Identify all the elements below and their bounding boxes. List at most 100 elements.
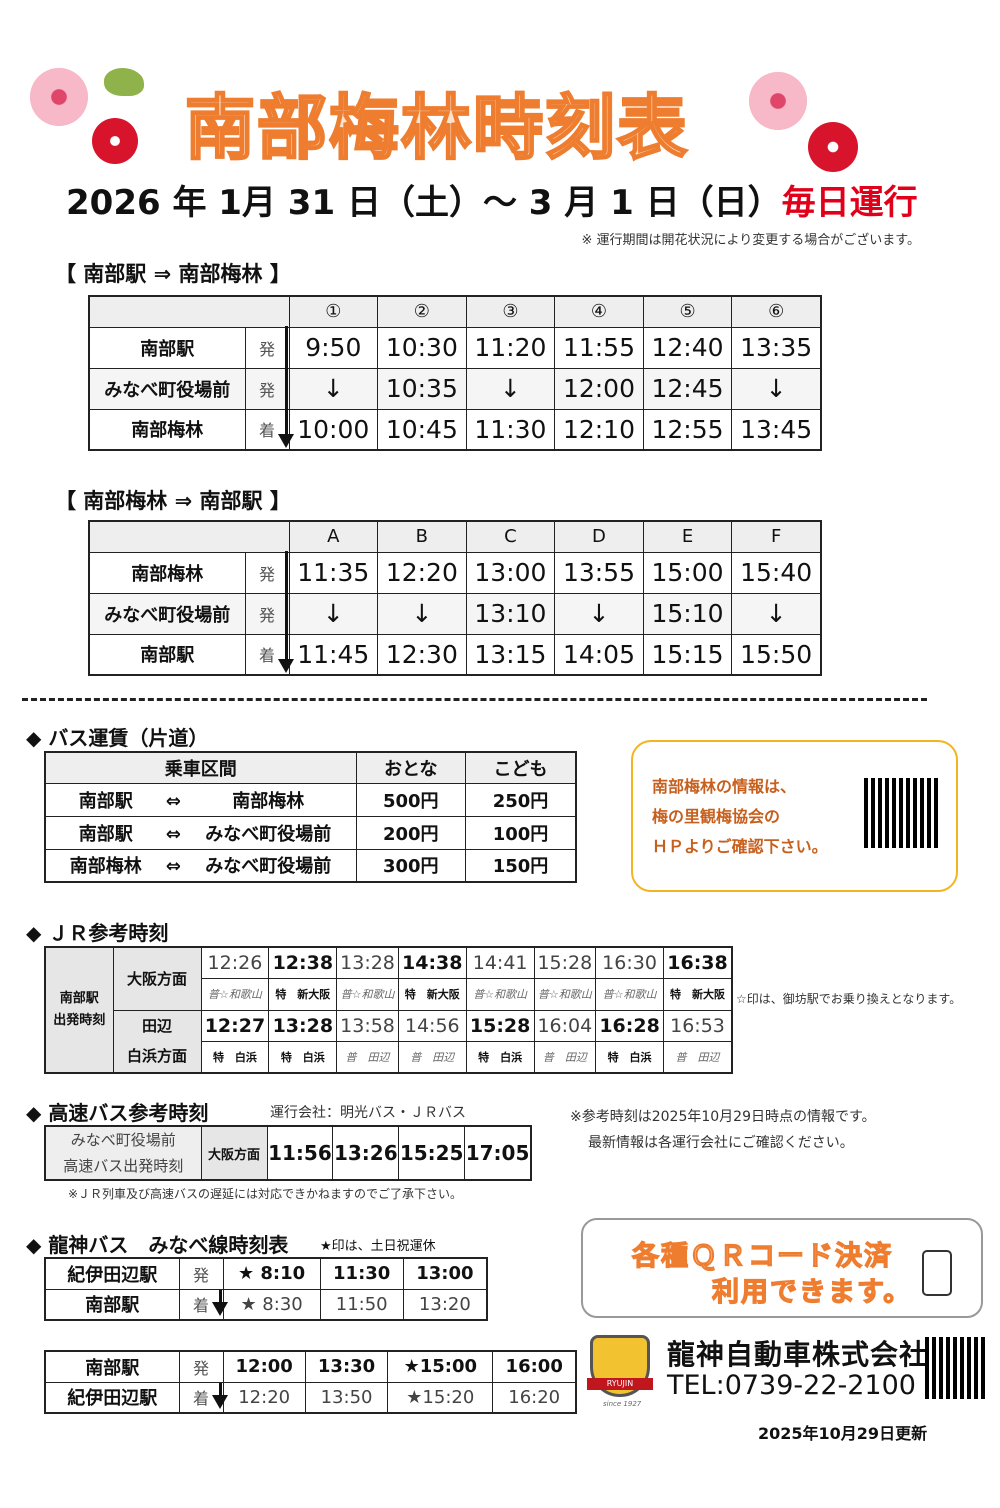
stop-name: 南部駅: [44, 1350, 180, 1383]
table-row: 特 白浜特 白浜普 田辺普 田辺特 白浜普 田辺特 白浜普 田辺: [45, 1040, 733, 1074]
qr-code-icon[interactable]: [864, 778, 938, 848]
bus-time: 13:00: [402, 1257, 488, 1290]
time-cell: 11:55: [554, 326, 644, 369]
time-cell: 12:30: [377, 633, 467, 676]
table-row: 南部駅 出発時刻 大阪方面 12:26 12:38 13:28 14:38 14:41 15:…: [44, 946, 733, 1074]
time-cell: 12:00: [554, 367, 644, 410]
table-row: 南部梅林発 11:35 12:20 13:00 13:55 15:00 15:40: [88, 551, 822, 594]
qr-code-icon[interactable]: [925, 1337, 987, 1399]
company-tel[interactable]: TEL:0739-22-2100: [667, 1370, 916, 1401]
table-row: 南部駅発 9:50 10:30 11:20 11:55 12:40 13:35: [88, 326, 822, 369]
adult-fare: 300円: [355, 848, 467, 883]
ryujin-timetable-to-tanabe: 南部駅発 12:00 13:30 ★15:00 16:00 紀伊田辺駅着 12:20 13:5…: [44, 1350, 577, 1414]
bus-time: 11:56: [266, 1125, 334, 1181]
time-cell: 11:45: [288, 633, 379, 676]
inbound-heading: 【 南部梅林 ⇒ 南部駅 】: [55, 489, 291, 513]
table-row: 南部駅着 ★ 8:30 11:50 13:20: [44, 1288, 488, 1321]
bus-time: 12:00: [222, 1350, 306, 1383]
header-section: 乗車区間: [44, 751, 357, 784]
time-cell: 12:55: [642, 408, 733, 451]
company-name: 龍神自動車株式会社: [667, 1338, 929, 1371]
info-box: [631, 740, 958, 892]
time-cell: 12:20: [377, 551, 467, 594]
plum-flower-icon: [30, 68, 88, 126]
time-cell: 12:40: [642, 326, 733, 369]
section-from: 南部梅林: [69, 856, 142, 878]
time-cell: 10:45: [377, 408, 467, 451]
time-cell: 13:45: [731, 408, 822, 451]
fare-section: 南部駅 ⇔ 南部梅林: [44, 782, 357, 817]
train-type: 普 田辺: [336, 1040, 399, 1074]
time-cell: ↓: [288, 367, 379, 410]
express-heading: ◆ 高速バス参考時刻: [26, 1101, 209, 1125]
train-time: 14:41: [465, 946, 535, 979]
train-type: 普☆和歌山: [200, 977, 270, 1011]
train-type: 普 田辺: [533, 1040, 597, 1074]
train-type: 普☆和歌山: [465, 977, 535, 1011]
train-time: 16:38: [663, 946, 733, 979]
table-row: 南部梅林 ⇔ みなべ町役場前 300円 150円: [44, 848, 577, 883]
fare-heading: ◆ バス運賃（片道）: [26, 726, 209, 750]
bus-time: 13:26: [332, 1125, 400, 1181]
train-type: 特 白浜: [200, 1040, 270, 1074]
info-line: 南部梅林の情報は、: [652, 777, 797, 796]
child-fare: 250円: [465, 782, 577, 817]
smartphone-qr-icon: [922, 1250, 952, 1296]
time-cell: 10:30: [377, 326, 467, 369]
time-cell: 12:10: [554, 408, 644, 451]
column-header: ④: [554, 295, 644, 328]
time-cell: 13:55: [554, 551, 644, 594]
time-cell: 11:30: [465, 408, 556, 451]
bus-time: 15:25: [398, 1125, 466, 1181]
train-time: 16:28: [595, 1009, 664, 1042]
train-time: 12:38: [268, 946, 338, 979]
bus-time: ★ 8:10: [222, 1257, 321, 1290]
period-note: ※ 運行期間は開花状況により変更する場合がございます。: [581, 233, 920, 248]
updated-date: 2025年10月29日更新: [758, 1424, 928, 1443]
train-time: 13:28: [268, 1009, 338, 1042]
time-cell: 10:35: [377, 367, 467, 410]
time-cell: ↓: [554, 592, 644, 635]
header-child: こども: [465, 751, 577, 784]
train-time: 15:28: [533, 946, 597, 979]
bus-time: 13:50: [304, 1381, 389, 1414]
departure-arrival-mark: 発: [244, 367, 289, 410]
qr-payment-box: [581, 1218, 983, 1318]
direction-label: 田辺 白浜方面: [112, 1009, 202, 1074]
child-fare: 150円: [465, 848, 577, 883]
time-cell: 15:00: [642, 551, 733, 594]
down-arrow-icon: [219, 1290, 222, 1304]
down-arrow-icon: [285, 551, 288, 661]
train-type: 特 白浜: [268, 1040, 338, 1074]
time-cell: 15:40: [731, 551, 822, 594]
direction-label: 大阪方面: [200, 1125, 268, 1181]
star-note: ★印は、土日祝運休: [320, 1239, 436, 1254]
table-row: 南部駅発 12:00 13:30 ★15:00 16:00: [44, 1350, 577, 1383]
bus-time: 11:30: [319, 1257, 404, 1290]
departure-arrival-mark: 発: [244, 592, 289, 635]
time-cell: ↓: [731, 592, 822, 635]
time-cell: 11:35: [288, 551, 379, 594]
header-blank: [88, 520, 290, 553]
qr-payment-line2: 利用できます。: [711, 1276, 913, 1308]
section-from: 南部駅: [78, 823, 133, 845]
column-header: F: [731, 520, 822, 553]
train-type: 特 新大阪: [397, 977, 467, 1011]
section-to: 南部梅林: [232, 790, 305, 812]
bus-time: ★ 8:30: [222, 1288, 321, 1321]
stop-name: 南部梅林: [88, 408, 246, 451]
train-type: 特 白浜: [595, 1040, 664, 1074]
table-row: みなべ町役場前発 ↓ 10:35 ↓ 12:00 12:45 ↓: [88, 367, 822, 410]
jr-timetable: 南部駅 出発時刻 大阪方面 12:26 12:38 13:28 14:38 14:41 15:…: [44, 946, 733, 1074]
column-header: ③: [465, 295, 556, 328]
bus-time: 13:20: [402, 1288, 488, 1321]
outbound-heading: 【 南部駅 ⇒ 南部梅林 】: [55, 262, 291, 286]
reference-note: ※参考時刻は2025年10月29日時点の情報です。: [570, 1109, 876, 1125]
train-time: 14:38: [397, 946, 467, 979]
stop-name: 紀伊田辺駅: [44, 1381, 180, 1414]
info-line: 梅の里観梅協会の: [652, 807, 781, 826]
header-adult: おとな: [355, 751, 467, 784]
train-type: 特 新大阪: [268, 977, 338, 1011]
column-header: E: [642, 520, 733, 553]
